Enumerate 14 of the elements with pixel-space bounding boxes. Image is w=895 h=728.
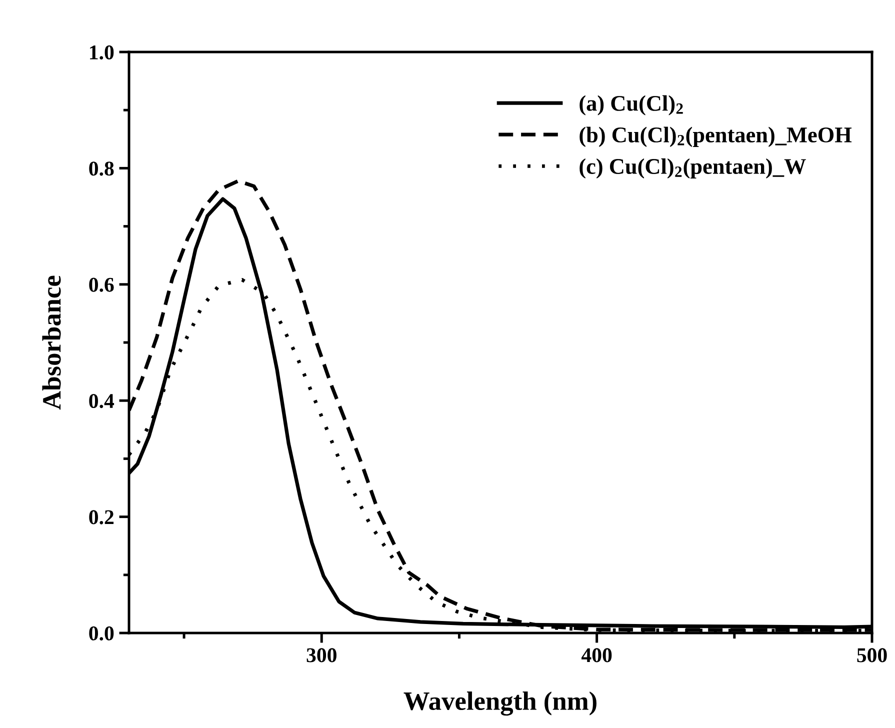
y-tick-label: 0.4 [89, 394, 114, 408]
x-tick-label: 400 [581, 648, 612, 662]
y-tick-label: 1.0 [90, 45, 114, 60]
x-tick-label: 300 [306, 648, 336, 662]
legend-label: (a) Cu(Cl)$_{2}$ [580, 95, 683, 116]
x-axis-title: Wavelength (nm) [404, 691, 596, 716]
y-tick-label: 0.0 [89, 626, 114, 641]
y-tick-label: 0.6 [89, 278, 114, 292]
y-tick-label: 0.2 [89, 510, 114, 524]
y-axis-title: Absorbance [42, 276, 61, 410]
legend-label: (c) Cu(Cl)$_{2}$(pentaen)_W [580, 158, 806, 179]
y-tick-label: 0.8 [89, 162, 114, 176]
x-tick-label: 500 [857, 648, 887, 662]
legend-label: (b) Cu(Cl)$_{2}$(pentaen)_MeOH [580, 126, 852, 147]
